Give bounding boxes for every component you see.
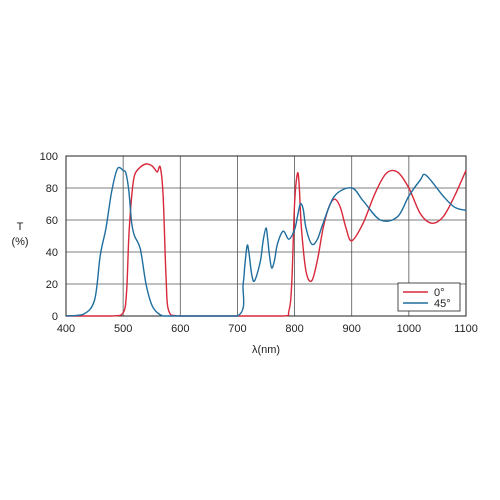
- x-tick-label-700: 700: [228, 323, 246, 335]
- y-axis-label: T: [17, 221, 24, 233]
- series-line-0: [65, 163, 467, 317]
- grid: [66, 156, 466, 316]
- series-layer: [65, 163, 467, 317]
- x-tick-label-400: 400: [57, 323, 75, 335]
- legend-label-45deg: 45°: [434, 298, 451, 310]
- x-tick-label-1000: 1000: [397, 323, 421, 335]
- x-tick-label-1100: 1100: [454, 323, 478, 335]
- legend-label-0deg: 0°: [434, 287, 445, 299]
- legend: 0° 45°: [397, 282, 461, 312]
- x-tick-label-500: 500: [114, 323, 132, 335]
- x-axis-label: λ(nm): [252, 344, 280, 356]
- tick-labels: 400 500 600 700 800 900 1000 1100 0 20 40 60 80 100: [40, 151, 478, 335]
- y-tick-label-80: 80: [46, 183, 58, 195]
- x-tick-label-800: 800: [285, 323, 303, 335]
- y-tick-label-40: 40: [46, 247, 58, 259]
- y-tick-label-20: 20: [46, 279, 58, 291]
- y-axis-unit-label: (%): [11, 236, 28, 248]
- y-tick-label-60: 60: [46, 215, 58, 227]
- series-line-1: [65, 166, 467, 317]
- x-tick-label-600: 600: [171, 323, 189, 335]
- x-tick-label-900: 900: [343, 323, 361, 335]
- y-tick-label-0: 0: [52, 311, 58, 323]
- legend-box: [397, 282, 461, 312]
- y-tick-label-100: 100: [40, 151, 58, 163]
